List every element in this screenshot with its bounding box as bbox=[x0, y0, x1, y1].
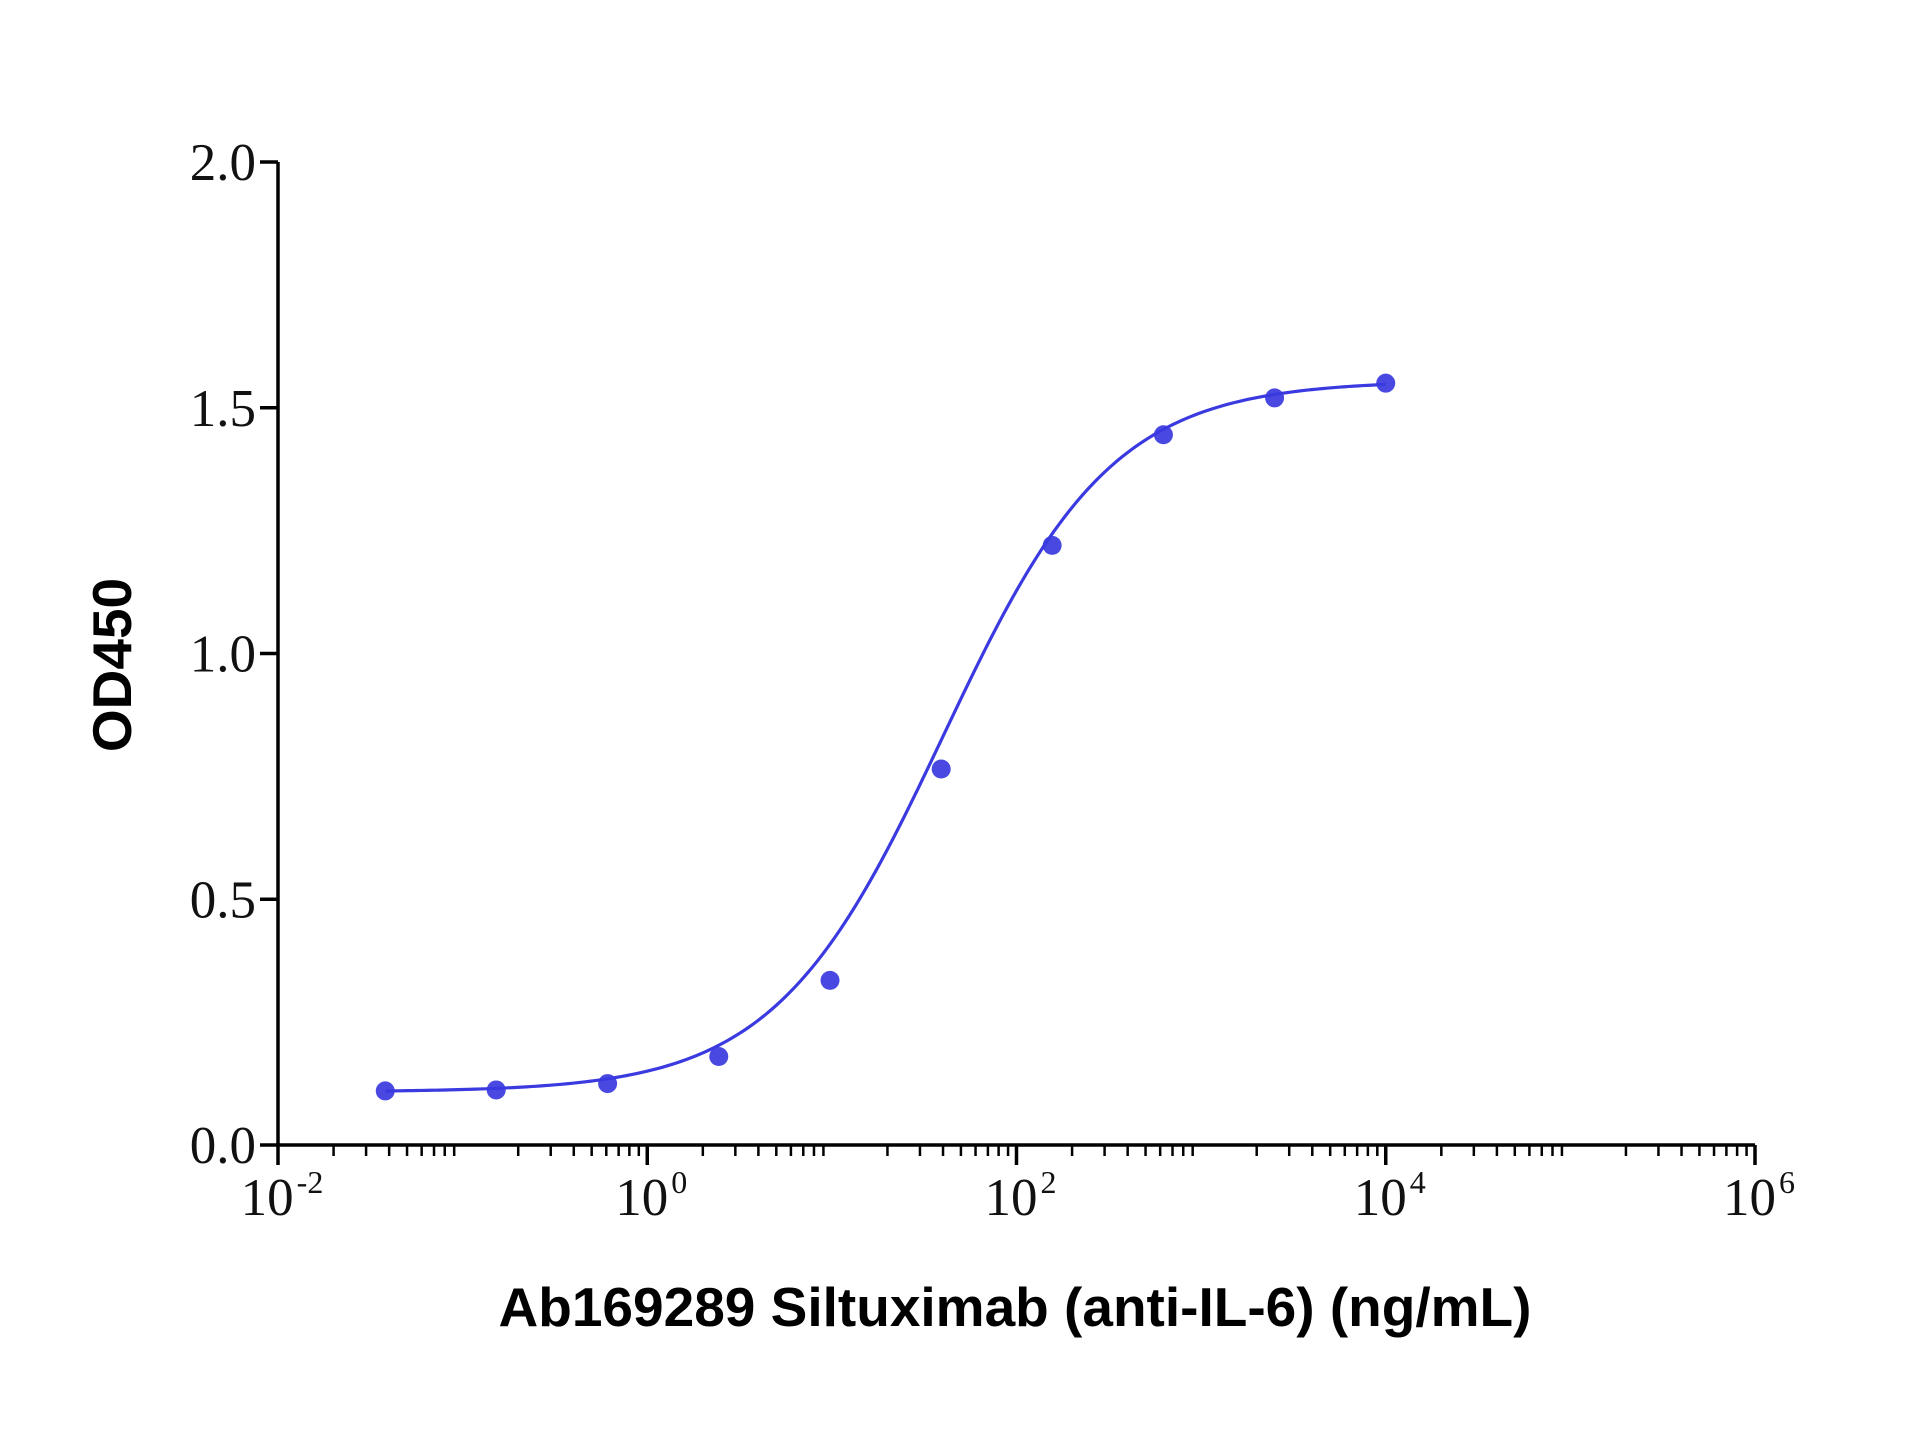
data-point bbox=[1265, 388, 1285, 408]
y-axis-title: OD450 bbox=[81, 578, 143, 752]
y-tick-label: 2.0 bbox=[190, 134, 256, 192]
ticks: 0.0 0.5 1.0 1.5 2.0 10-2 100 102 104 106 bbox=[190, 134, 1795, 1227]
x-tick-label: 10-2 bbox=[241, 1164, 324, 1227]
y-tick-label: 1.5 bbox=[190, 380, 256, 438]
x-tick-label: 104 bbox=[1354, 1164, 1426, 1227]
data-point bbox=[820, 970, 840, 990]
axes bbox=[276, 162, 1755, 1147]
data-point bbox=[931, 759, 951, 779]
y-tick-label: 0.5 bbox=[190, 871, 256, 929]
fit-curve-layer bbox=[385, 382, 1386, 1093]
data-point bbox=[598, 1074, 618, 1094]
data-point bbox=[375, 1081, 395, 1101]
x-tick-label: 102 bbox=[985, 1164, 1057, 1227]
data-point bbox=[1042, 535, 1062, 555]
data-point bbox=[709, 1047, 729, 1067]
y-tick-label: 0.0 bbox=[190, 1117, 256, 1175]
y-tick-label: 1.0 bbox=[190, 626, 256, 684]
x-tick-label: 100 bbox=[615, 1164, 687, 1227]
data-point bbox=[486, 1080, 506, 1100]
data-point bbox=[1153, 425, 1173, 445]
fit-curve bbox=[385, 382, 1386, 1093]
data-point bbox=[1376, 373, 1396, 393]
x-tick-label: 106 bbox=[1723, 1164, 1795, 1227]
data-points bbox=[375, 373, 1396, 1101]
x-axis-title: Ab169289 Siltuximab (anti-IL-6) (ng/mL) bbox=[499, 1276, 1532, 1338]
